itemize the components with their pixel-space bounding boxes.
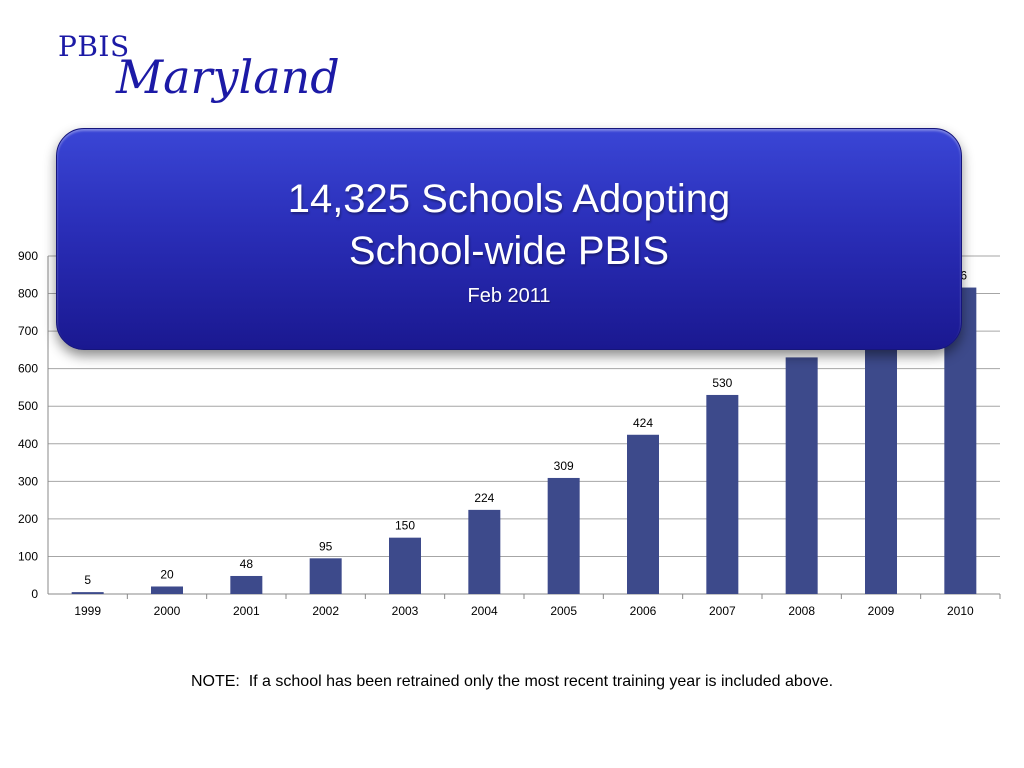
x-tick-label: 2001 bbox=[233, 604, 260, 618]
bar-2003 bbox=[389, 537, 421, 594]
x-tick-label: 2010 bbox=[947, 604, 974, 618]
bar-2004 bbox=[468, 509, 501, 594]
x-tick-label: 2008 bbox=[788, 604, 815, 618]
logo-maryland-text: Maryland bbox=[116, 50, 340, 104]
banner-date: Feb 2011 bbox=[467, 285, 551, 307]
y-tick-label: 200 bbox=[18, 512, 38, 526]
y-tick-label: 100 bbox=[18, 549, 38, 563]
x-tick-label: 2009 bbox=[868, 604, 895, 618]
bar-2009 bbox=[865, 331, 897, 594]
bar-1999 bbox=[71, 592, 104, 594]
bar-2000 bbox=[151, 586, 183, 594]
x-tick-label: 2005 bbox=[550, 604, 577, 618]
y-tick-label: 500 bbox=[18, 399, 38, 413]
y-tick-label: 0 bbox=[31, 587, 38, 601]
bar-2002 bbox=[309, 558, 342, 594]
data-label-2005: 309 bbox=[554, 459, 574, 473]
x-axis-ticks: 1999 2000 2001 2002 2003 2004 2005 2006 2007 2008… bbox=[74, 594, 1001, 618]
x-tick-label: 1999 bbox=[74, 604, 101, 618]
x-tick-label: 2004 bbox=[471, 604, 498, 618]
y-tick-label: 400 bbox=[18, 437, 38, 451]
bars bbox=[71, 287, 977, 594]
data-label-2006: 424 bbox=[633, 416, 653, 430]
data-label-2002: 95 bbox=[319, 539, 333, 553]
x-tick-label: 2000 bbox=[154, 604, 181, 618]
y-tick-label: 800 bbox=[18, 287, 38, 301]
bar-2005 bbox=[547, 477, 580, 594]
bar-2007 bbox=[706, 394, 739, 594]
y-tick-label: 300 bbox=[18, 474, 38, 488]
data-label-2000: 20 bbox=[160, 567, 174, 581]
x-tick-label: 2006 bbox=[630, 604, 657, 618]
bar-2008 bbox=[785, 357, 818, 594]
logo-pbis-text: PBIS bbox=[58, 30, 130, 63]
title-banner: 14,325 Schools Adopting School-wide PBIS… bbox=[56, 128, 962, 350]
data-label-2001: 48 bbox=[240, 557, 254, 571]
footnote: NOTE: If a school has been retrained onl… bbox=[190, 673, 834, 690]
x-tick-label: 2003 bbox=[392, 604, 419, 618]
y-tick-label: 600 bbox=[18, 362, 38, 376]
bar-2006 bbox=[627, 434, 659, 594]
x-tick-label: 2002 bbox=[312, 604, 339, 618]
y-tick-label: 900 bbox=[18, 249, 38, 263]
y-axis-ticks: 0 100 200 300 400 500 600 700 800 900 bbox=[18, 249, 38, 601]
data-label-1999: 5 bbox=[84, 573, 91, 587]
y-tick-label: 700 bbox=[18, 324, 38, 338]
banner-title-line1: 14,325 Schools Adopting bbox=[287, 177, 731, 221]
banner-title-line2: School-wide PBIS bbox=[348, 229, 670, 273]
data-label-2004: 224 bbox=[474, 491, 494, 505]
data-label-2007: 530 bbox=[712, 376, 732, 390]
bar-2001 bbox=[230, 575, 263, 594]
x-tick-label: 2007 bbox=[709, 604, 736, 618]
data-label-2003: 150 bbox=[395, 519, 415, 533]
banner-title: 14,325 Schools Adopting School-wide PBIS bbox=[57, 173, 961, 277]
